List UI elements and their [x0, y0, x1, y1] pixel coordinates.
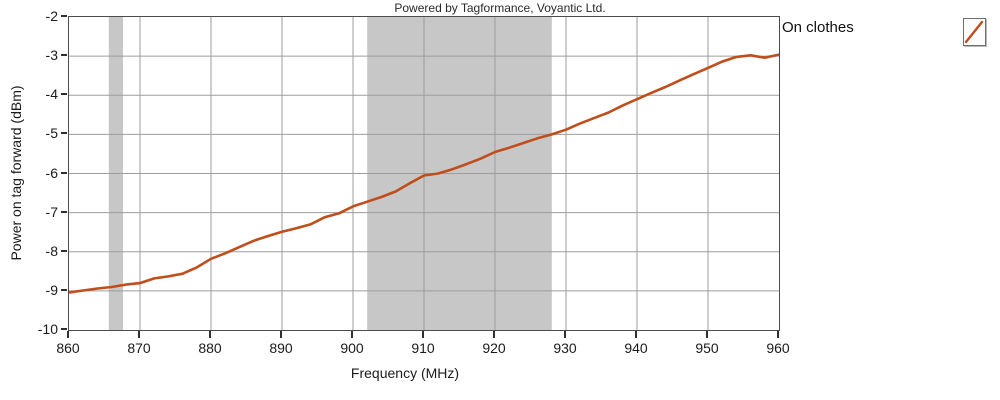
x-tick-mark: [635, 331, 637, 338]
y-tick-label: -3: [45, 47, 58, 64]
x-tick-mark: [280, 331, 282, 338]
x-axis-title: Frequency (MHz): [350, 365, 460, 381]
y-tick-mark: [61, 249, 67, 252]
y-tick-mark: [61, 15, 67, 17]
x-tick-label: 940: [624, 340, 648, 356]
x-tick-label: 910: [411, 340, 435, 356]
chart-title: Powered by Tagformance, Voyantic Ltd.: [394, 1, 606, 15]
y-tick-label: -9: [45, 281, 58, 298]
x-tick-label: 960: [766, 340, 790, 356]
x-tick-mark: [67, 331, 69, 338]
x-tick-label: 950: [695, 340, 719, 356]
legend-plot-sample-icon[interactable]: [963, 18, 986, 46]
y-tick-label: -2: [45, 8, 58, 24]
x-tick-label: 870: [127, 340, 151, 356]
legend-label: On clothes: [782, 19, 854, 36]
y-tick-mark: [61, 171, 67, 174]
y-tick-label: -7: [45, 203, 58, 220]
y-tick-label: -4: [45, 86, 58, 103]
x-tick-label: 860: [56, 340, 80, 356]
y-tick-mark: [61, 288, 67, 291]
x-tick-mark: [564, 331, 566, 338]
y-tick-mark: [61, 93, 67, 96]
x-tick-mark: [209, 331, 211, 338]
x-tick-mark: [422, 331, 424, 338]
x-tick-label: 880: [198, 340, 222, 356]
x-tick-mark: [138, 331, 140, 338]
y-tick-mark: [61, 210, 67, 213]
x-tick-label: 920: [482, 340, 506, 356]
x-tick-label: 890: [269, 340, 293, 356]
x-tick-mark: [777, 331, 779, 338]
y-tick-mark: [61, 328, 67, 330]
y-tick-mark: [61, 54, 67, 57]
x-tick-mark: [493, 331, 495, 338]
plot-area: [68, 16, 780, 331]
x-tick-mark: [351, 331, 353, 338]
y-tick-label: -10: [37, 321, 58, 337]
y-tick-label: -8: [45, 242, 58, 259]
plot-svg: [69, 17, 779, 330]
x-tick-label: 930: [553, 340, 577, 356]
series-line: [69, 53, 779, 294]
y-tick-label: -6: [45, 164, 58, 181]
y-tick-label: -5: [45, 125, 58, 142]
x-tick-mark: [706, 331, 708, 338]
y-tick-mark: [61, 132, 67, 135]
diagonal-line-icon: [964, 20, 984, 44]
x-tick-label: 900: [340, 340, 364, 356]
